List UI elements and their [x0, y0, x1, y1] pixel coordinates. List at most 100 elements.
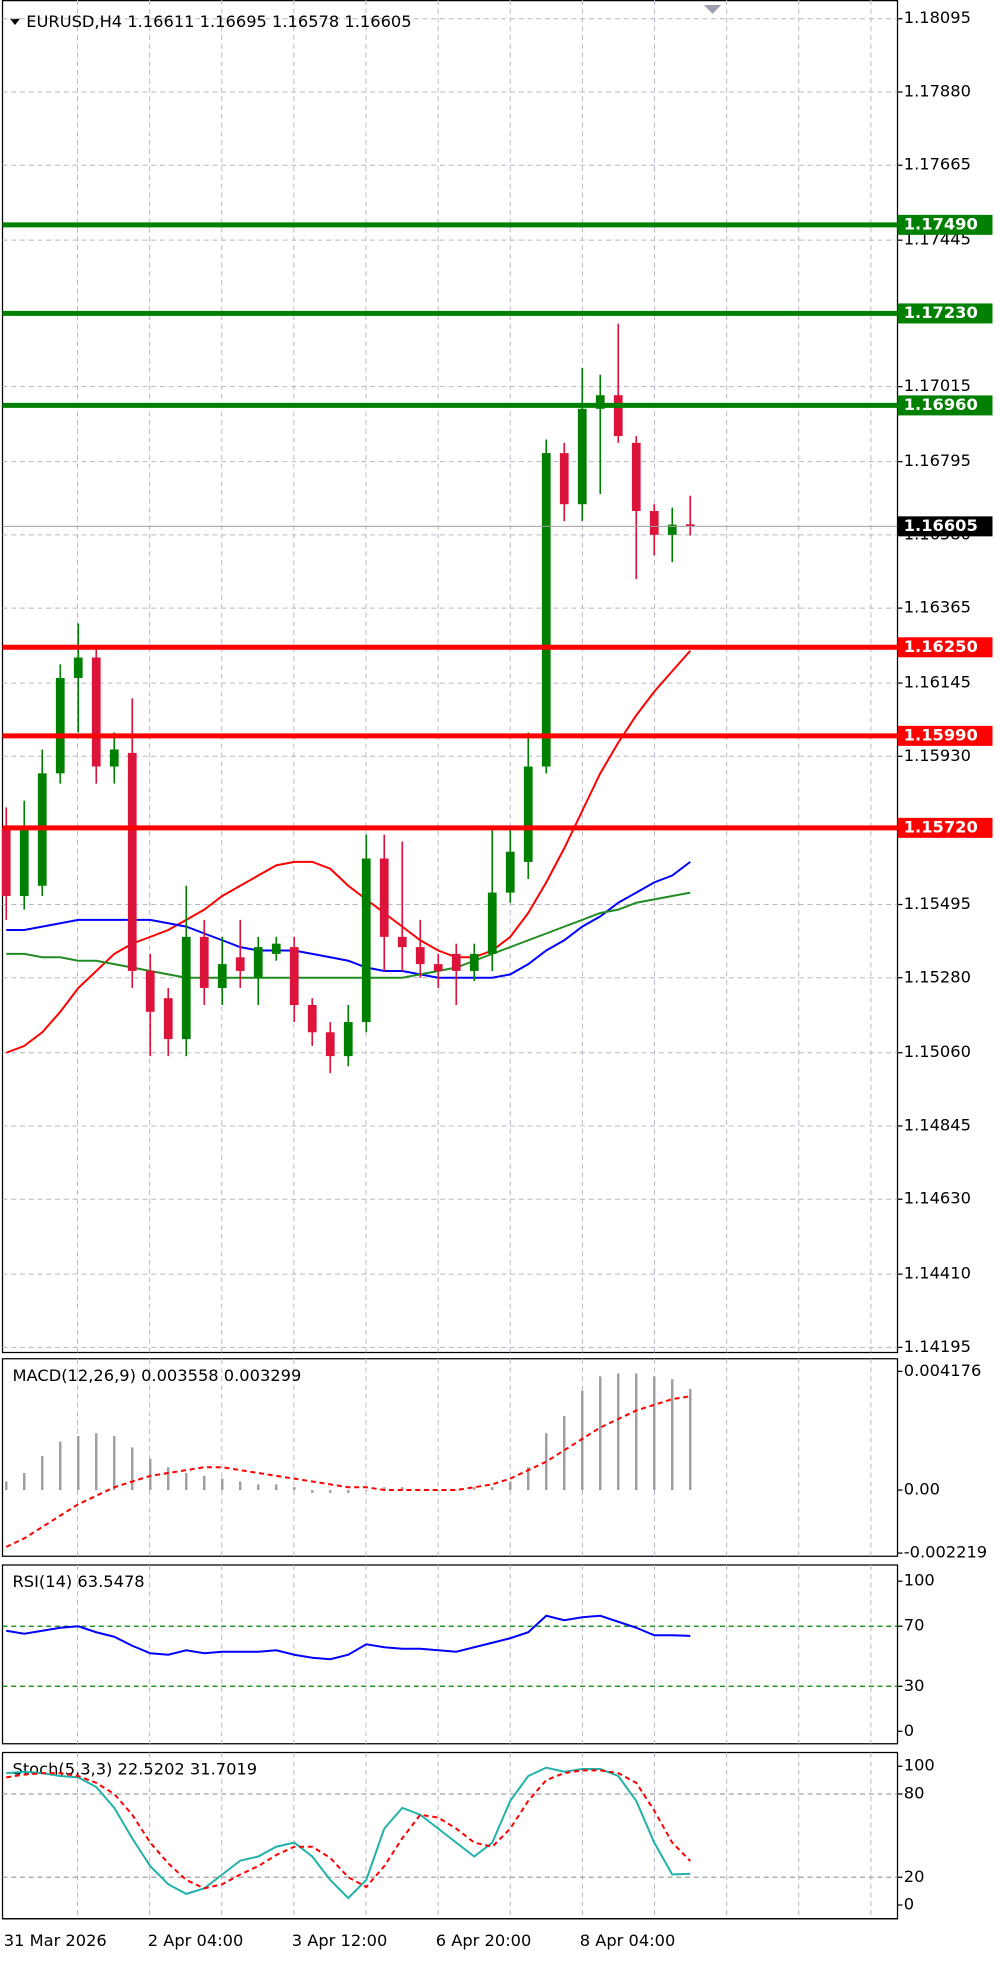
- macd-bar: [275, 1484, 278, 1491]
- macd-bar: [419, 1490, 422, 1491]
- macd-bar: [131, 1447, 134, 1491]
- macd-bar: [77, 1436, 80, 1491]
- macd-bar: [383, 1487, 386, 1491]
- plot: 1.180951.178801.176651.174451.170151.167…: [1, 8, 993, 1950]
- level-label-box: [897, 303, 993, 324]
- current-price-label: 1.16605: [904, 516, 978, 535]
- y-tick-label: 0.00: [904, 1480, 940, 1499]
- y-tick-label: 1.18095: [904, 8, 971, 27]
- candle-body: [343, 1022, 353, 1057]
- candle-body: [379, 858, 389, 937]
- candle-body: [1, 827, 11, 896]
- y-tick-label: 1.16145: [904, 673, 971, 692]
- candle-body: [433, 964, 443, 971]
- y-tick-label: 1.14845: [904, 1115, 971, 1134]
- candle-body: [91, 657, 101, 767]
- y-tick-label: 1.14195: [904, 1337, 971, 1356]
- macd-bar: [239, 1481, 242, 1491]
- macd-bar: [599, 1376, 602, 1491]
- x-tick-label: 31 Mar 2026: [4, 1931, 107, 1950]
- candle-body: [145, 970, 155, 1012]
- macd-bar: [581, 1390, 584, 1491]
- macd-bar: [167, 1467, 170, 1491]
- x-tick-label: 8 Apr 04:00: [580, 1931, 676, 1950]
- y-tick-label: 1.17665: [904, 155, 971, 174]
- x-tick-label: 2 Apr 04:00: [148, 1931, 244, 1950]
- macd-bar: [203, 1475, 206, 1491]
- candle-body: [523, 766, 533, 862]
- level-label: 1.17230: [904, 303, 978, 322]
- candle-body: [451, 953, 461, 971]
- macd-bar: [563, 1416, 566, 1491]
- y-tick-label: 20: [904, 1867, 925, 1886]
- current-price-box: [897, 516, 993, 537]
- indicator-line: [6, 1769, 691, 1890]
- grid: [2, 0, 898, 1919]
- macd-bar: [221, 1478, 224, 1491]
- candle-body: [73, 657, 83, 678]
- candle-body: [55, 677, 65, 774]
- y-tick-label: 0: [904, 1895, 914, 1914]
- indicator-line: [6, 1614, 691, 1661]
- macd-bar: [113, 1436, 116, 1491]
- macd-bar: [671, 1379, 674, 1491]
- macd-bar: [473, 1487, 476, 1491]
- y-tick-label: 70: [904, 1616, 925, 1635]
- macd-bar: [185, 1472, 188, 1491]
- macd-bar: [59, 1441, 62, 1491]
- macd-bar: [257, 1484, 260, 1491]
- y-tick-label: 30: [904, 1676, 925, 1695]
- candle-body: [109, 749, 119, 767]
- candle-body: [649, 511, 659, 535]
- macd-bar: [23, 1472, 26, 1491]
- macd-bar: [509, 1481, 512, 1491]
- candle-body: [271, 943, 281, 954]
- level-label: 1.16250: [904, 637, 978, 656]
- panel-title: RSI(14) 63.5478: [13, 1572, 145, 1591]
- macd-bar: [95, 1433, 98, 1491]
- y-tick-label: 0.004176: [904, 1361, 982, 1380]
- level-label: 1.17490: [904, 214, 978, 233]
- candle-body: [505, 851, 515, 893]
- moving-average: [6, 891, 691, 979]
- macd-bar: [5, 1481, 8, 1491]
- level-label: 1.16960: [904, 395, 978, 414]
- moving-average: [6, 861, 691, 979]
- x-tick-label: 6 Apr 20:00: [436, 1931, 532, 1950]
- candle-body: [541, 453, 551, 767]
- y-tick-label: 80: [904, 1783, 925, 1802]
- macd-bar: [311, 1490, 314, 1493]
- macd-bar: [635, 1373, 638, 1491]
- level-label-box: [897, 637, 993, 658]
- candle-body: [235, 957, 245, 971]
- macd-bar: [617, 1373, 620, 1491]
- candle-body: [577, 408, 587, 505]
- macd-bar: [293, 1487, 296, 1491]
- y-tick-label: 100: [904, 1756, 935, 1775]
- candle-body: [163, 998, 173, 1040]
- macd-bar: [149, 1458, 152, 1491]
- macd-bar: [401, 1487, 404, 1491]
- y-tick-label: 1.17015: [904, 376, 971, 395]
- candle-body: [397, 936, 407, 948]
- main-panel: [1, 0, 899, 1354]
- macd-bar: [437, 1490, 440, 1491]
- level-label-box: [897, 725, 993, 746]
- panel-title: Stoch(5,3,3) 22.5202 31.7019: [13, 1760, 258, 1779]
- level-label-box: [897, 395, 993, 416]
- candle-body: [307, 1005, 317, 1033]
- y-tick-label: -0.002219: [904, 1543, 987, 1562]
- menu-triangle: [10, 18, 21, 25]
- panel-title: MACD(12,26,9) 0.003558 0.003299: [13, 1366, 302, 1385]
- level-label: 1.15720: [904, 817, 978, 836]
- y-tick-label: 0: [904, 1721, 914, 1740]
- candle-body: [487, 892, 497, 954]
- macd-bar: [329, 1490, 332, 1493]
- macd-signal: [5, 1395, 691, 1548]
- level-label-box: [897, 817, 993, 838]
- level-label-box: [897, 214, 993, 235]
- macd-bar: [455, 1490, 458, 1491]
